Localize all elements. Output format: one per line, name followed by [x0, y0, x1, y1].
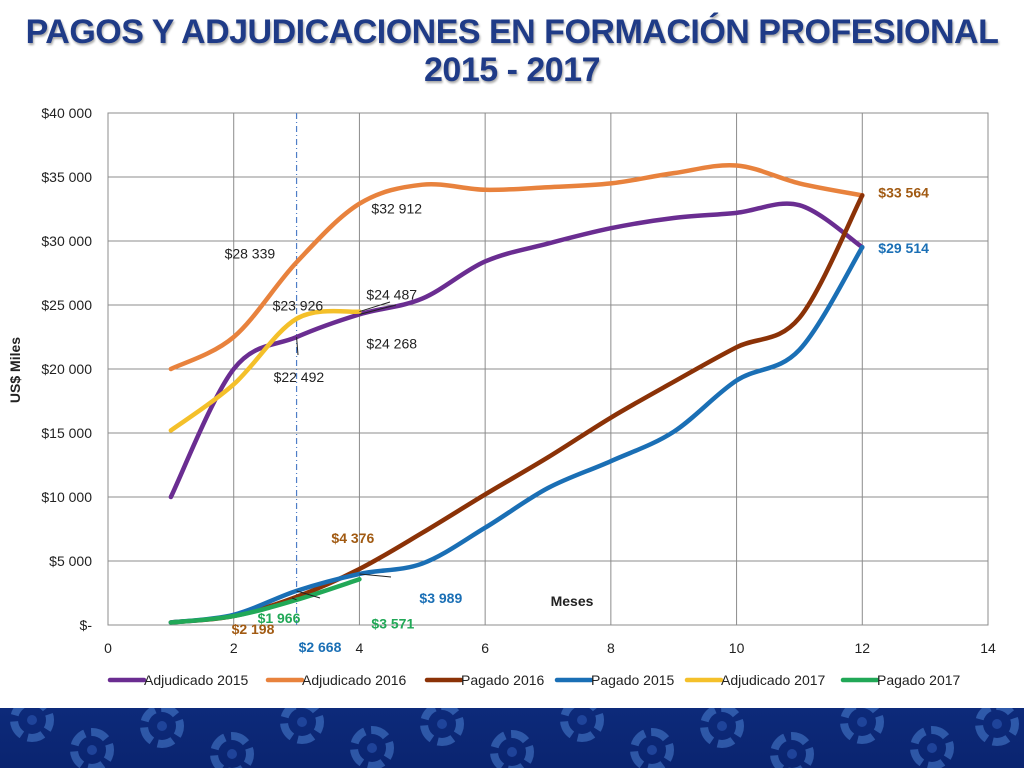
data-label: $3 571: [371, 615, 414, 631]
annotation-leader: [296, 337, 299, 356]
legend-label: Pagado 2016: [461, 672, 545, 688]
series-line-adjudicado-2016: [168, 162, 865, 372]
gear-icon: [490, 730, 534, 768]
x-tick-label: 8: [607, 640, 615, 656]
data-label: $1 966: [258, 610, 301, 626]
gear-icon: [350, 726, 394, 768]
x-axis-title: Meses: [551, 593, 594, 609]
data-label: $33 564: [878, 184, 929, 200]
gear-icon: [910, 726, 954, 768]
y-tick-label: $15 000: [41, 425, 92, 441]
data-label: $22 492: [274, 369, 325, 385]
y-axis-title: US$ Miles: [7, 337, 23, 403]
x-tick-label: 10: [729, 640, 745, 656]
gear-icon: [210, 732, 254, 768]
legend-label: Pagado 2017: [877, 672, 961, 688]
annotation-leader: [296, 590, 321, 599]
legend-label: Adjudicado 2016: [302, 672, 407, 688]
x-tick-label: 4: [356, 640, 364, 656]
x-tick-label: 14: [980, 640, 996, 656]
gear-icon: [770, 732, 814, 768]
x-tick-label: 2: [230, 640, 238, 656]
y-tick-label: $20 000: [41, 361, 92, 377]
x-tick-label: 6: [481, 640, 489, 656]
annotation-leader: [291, 597, 297, 601]
data-label: $24 487: [366, 287, 417, 303]
line-chart: $- $5 000 $10 000 $15 000 $20 000 $25 000 $30 …: [7, 105, 996, 688]
y-tick-label: $40 000: [41, 105, 92, 121]
y-tick-label: $30 000: [41, 233, 92, 249]
data-label: $32 912: [371, 201, 422, 217]
x-tick-label: 12: [854, 640, 870, 656]
data-label: $23 926: [273, 298, 324, 314]
series-layer: [168, 162, 865, 625]
data-label: $24 268: [366, 335, 417, 351]
gear-icon: [840, 708, 884, 744]
gear-icon: [280, 708, 324, 744]
chart-grid: $- $5 000 $10 000 $15 000 $20 000 $25 000 $30 …: [41, 105, 996, 656]
annotation-leader: [359, 304, 397, 315]
data-label: $29 514: [878, 240, 929, 256]
series-line-pagado-2015: [168, 244, 865, 625]
chart-legend: Adjudicado 2015 Adjudicado 2016 Pagado 201…: [107, 672, 961, 688]
annotation-leaders: [291, 301, 397, 601]
series-line-pagado-2016: [168, 193, 865, 625]
footer-gear-band: [0, 708, 1024, 768]
series-line-pagado-2017: [168, 577, 362, 625]
gear-icon: [420, 708, 464, 746]
axis-labels: US$ Miles Meses: [7, 337, 594, 609]
data-label: $4 376: [331, 530, 374, 546]
gear-icon: [700, 708, 744, 748]
y-tick-label: $10 000: [41, 489, 92, 505]
y-tick-label: $35 000: [41, 169, 92, 185]
data-label: $2 668: [299, 639, 342, 655]
gear-icon: [975, 708, 1019, 746]
annotation-leader: [359, 301, 391, 313]
y-tick-label: $5 000: [49, 553, 92, 569]
gear-icon: [630, 728, 674, 768]
annotation-layer: $32 912 $28 339 $23 926 $22 492 $24 487 $24 2…: [225, 184, 930, 654]
gear-icon: [70, 728, 114, 768]
x-tick-label: 0: [104, 640, 112, 656]
data-label: $2 198: [232, 621, 275, 637]
y-tick-label: $-: [80, 617, 93, 633]
data-label: $3 989: [419, 590, 462, 606]
legend-label: Pagado 2015: [591, 672, 675, 688]
gear-icon: [560, 708, 604, 742]
page-subtitle: 2015 - 2017: [424, 51, 601, 89]
annotation-leader: [359, 573, 392, 578]
legend-label: Adjudicado 2015: [144, 672, 249, 688]
series-line-adjudicado-2017: [168, 308, 362, 433]
data-label: $28 339: [225, 245, 276, 261]
legend-label: Adjudicado 2017: [721, 672, 826, 688]
gear-icon: [10, 708, 54, 742]
y-tick-label: $25 000: [41, 297, 92, 313]
gear-icon: [140, 708, 184, 748]
page-title: PAGOS Y ADJUDICACIONES EN FORMACIÓN PROF…: [25, 13, 999, 51]
